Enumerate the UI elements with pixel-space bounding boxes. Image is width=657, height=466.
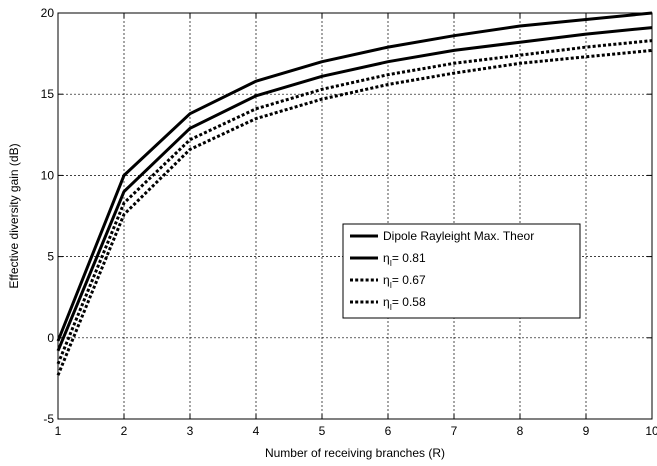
legend-symbol: η: [383, 295, 390, 309]
y-tick-label: 10: [41, 168, 55, 182]
series-line-3: [56, 39, 653, 365]
y-tick-label: 20: [41, 6, 55, 20]
x-tick-label: 10: [645, 424, 657, 438]
legend-label-1: Dipole Rayleight Max. Theor: [383, 229, 534, 243]
y-tick-label: -5: [43, 412, 54, 426]
x-tick-label: 4: [253, 424, 260, 438]
x-axis-label: Number of receiving branches (R): [265, 446, 445, 460]
legend-box: [342, 223, 581, 319]
legend-label-3: ηI= 0.67: [383, 273, 426, 290]
legend-subscript: I: [390, 303, 392, 312]
series-line-1: [56, 11, 653, 342]
x-tick-label: 9: [583, 424, 590, 438]
x-tick-label: 5: [319, 424, 326, 438]
legend-value: = 0.81: [392, 251, 426, 265]
x-tick-label: 2: [121, 424, 128, 438]
y-tick-label: 15: [41, 87, 55, 101]
legend-value: = 0.67: [392, 273, 426, 287]
legend-subscript: I: [390, 281, 392, 290]
legend-symbol: η: [383, 273, 390, 287]
legend-label-2: ηI= 0.81: [383, 251, 426, 268]
x-tick-label: 7: [451, 424, 458, 438]
series-line-4: [56, 48, 653, 376]
axis-ticks: 1 2 3 4 5 6 7 8 9 10 -5 0 5 10 15 20: [41, 6, 657, 438]
y-tick-label: 5: [47, 250, 54, 264]
x-tick-label: 3: [187, 424, 194, 438]
x-tick-label: 6: [385, 424, 392, 438]
grid-lines: [58, 13, 652, 419]
y-tick-label: 0: [47, 331, 54, 345]
plot-frame: [57, 12, 653, 420]
legend-symbol: η: [383, 251, 390, 265]
series-lines: [56, 11, 653, 376]
x-tick-label: 8: [517, 424, 524, 438]
y-axis-label: Effective diversity gain (dB): [7, 143, 21, 288]
x-tick-label: 1: [55, 424, 62, 438]
legend-subscript: I: [390, 259, 392, 268]
series-line-2: [56, 26, 653, 352]
legend-value: = 0.58: [392, 295, 426, 309]
legend-label-4: ηI= 0.58: [383, 295, 426, 312]
